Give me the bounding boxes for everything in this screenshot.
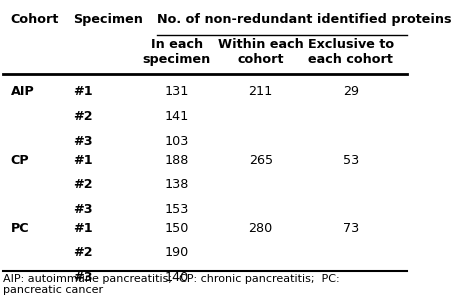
- Text: PC: PC: [11, 222, 29, 235]
- Text: #3: #3: [73, 271, 92, 284]
- Text: Cohort: Cohort: [11, 13, 59, 26]
- Text: 150: 150: [164, 222, 189, 235]
- Text: Specimen: Specimen: [73, 13, 143, 26]
- Text: #3: #3: [73, 135, 92, 148]
- Text: 103: 103: [164, 135, 189, 148]
- Text: #1: #1: [73, 222, 92, 235]
- Text: #1: #1: [73, 153, 92, 167]
- Text: 138: 138: [164, 178, 189, 191]
- Text: Within each
cohort: Within each cohort: [218, 37, 303, 66]
- Text: Exclusive to
each cohort: Exclusive to each cohort: [308, 37, 394, 66]
- Text: 131: 131: [164, 85, 189, 98]
- Text: 265: 265: [249, 153, 273, 167]
- Text: 73: 73: [343, 222, 359, 235]
- Text: 140: 140: [164, 271, 189, 284]
- Text: 29: 29: [343, 85, 359, 98]
- Text: 211: 211: [248, 85, 273, 98]
- Text: In each
specimen: In each specimen: [143, 37, 211, 66]
- Text: 53: 53: [343, 153, 359, 167]
- Text: #2: #2: [73, 110, 92, 123]
- Text: #3: #3: [73, 203, 92, 216]
- Text: #2: #2: [73, 246, 92, 259]
- Text: CP: CP: [11, 153, 29, 167]
- Text: 280: 280: [248, 222, 273, 235]
- Text: AIP: AIP: [11, 85, 35, 98]
- Text: AIP: autoimmune pancreatitis;  CP: chronic pancreatitis;  PC:
pancreatic cancer: AIP: autoimmune pancreatitis; CP: chroni…: [3, 274, 339, 295]
- Text: 188: 188: [164, 153, 189, 167]
- Text: No. of non-redundant identified proteins: No. of non-redundant identified proteins: [157, 13, 451, 26]
- Text: 141: 141: [164, 110, 189, 123]
- Text: 190: 190: [164, 246, 189, 259]
- Text: #2: #2: [73, 178, 92, 191]
- Text: 153: 153: [164, 203, 189, 216]
- Text: #1: #1: [73, 85, 92, 98]
